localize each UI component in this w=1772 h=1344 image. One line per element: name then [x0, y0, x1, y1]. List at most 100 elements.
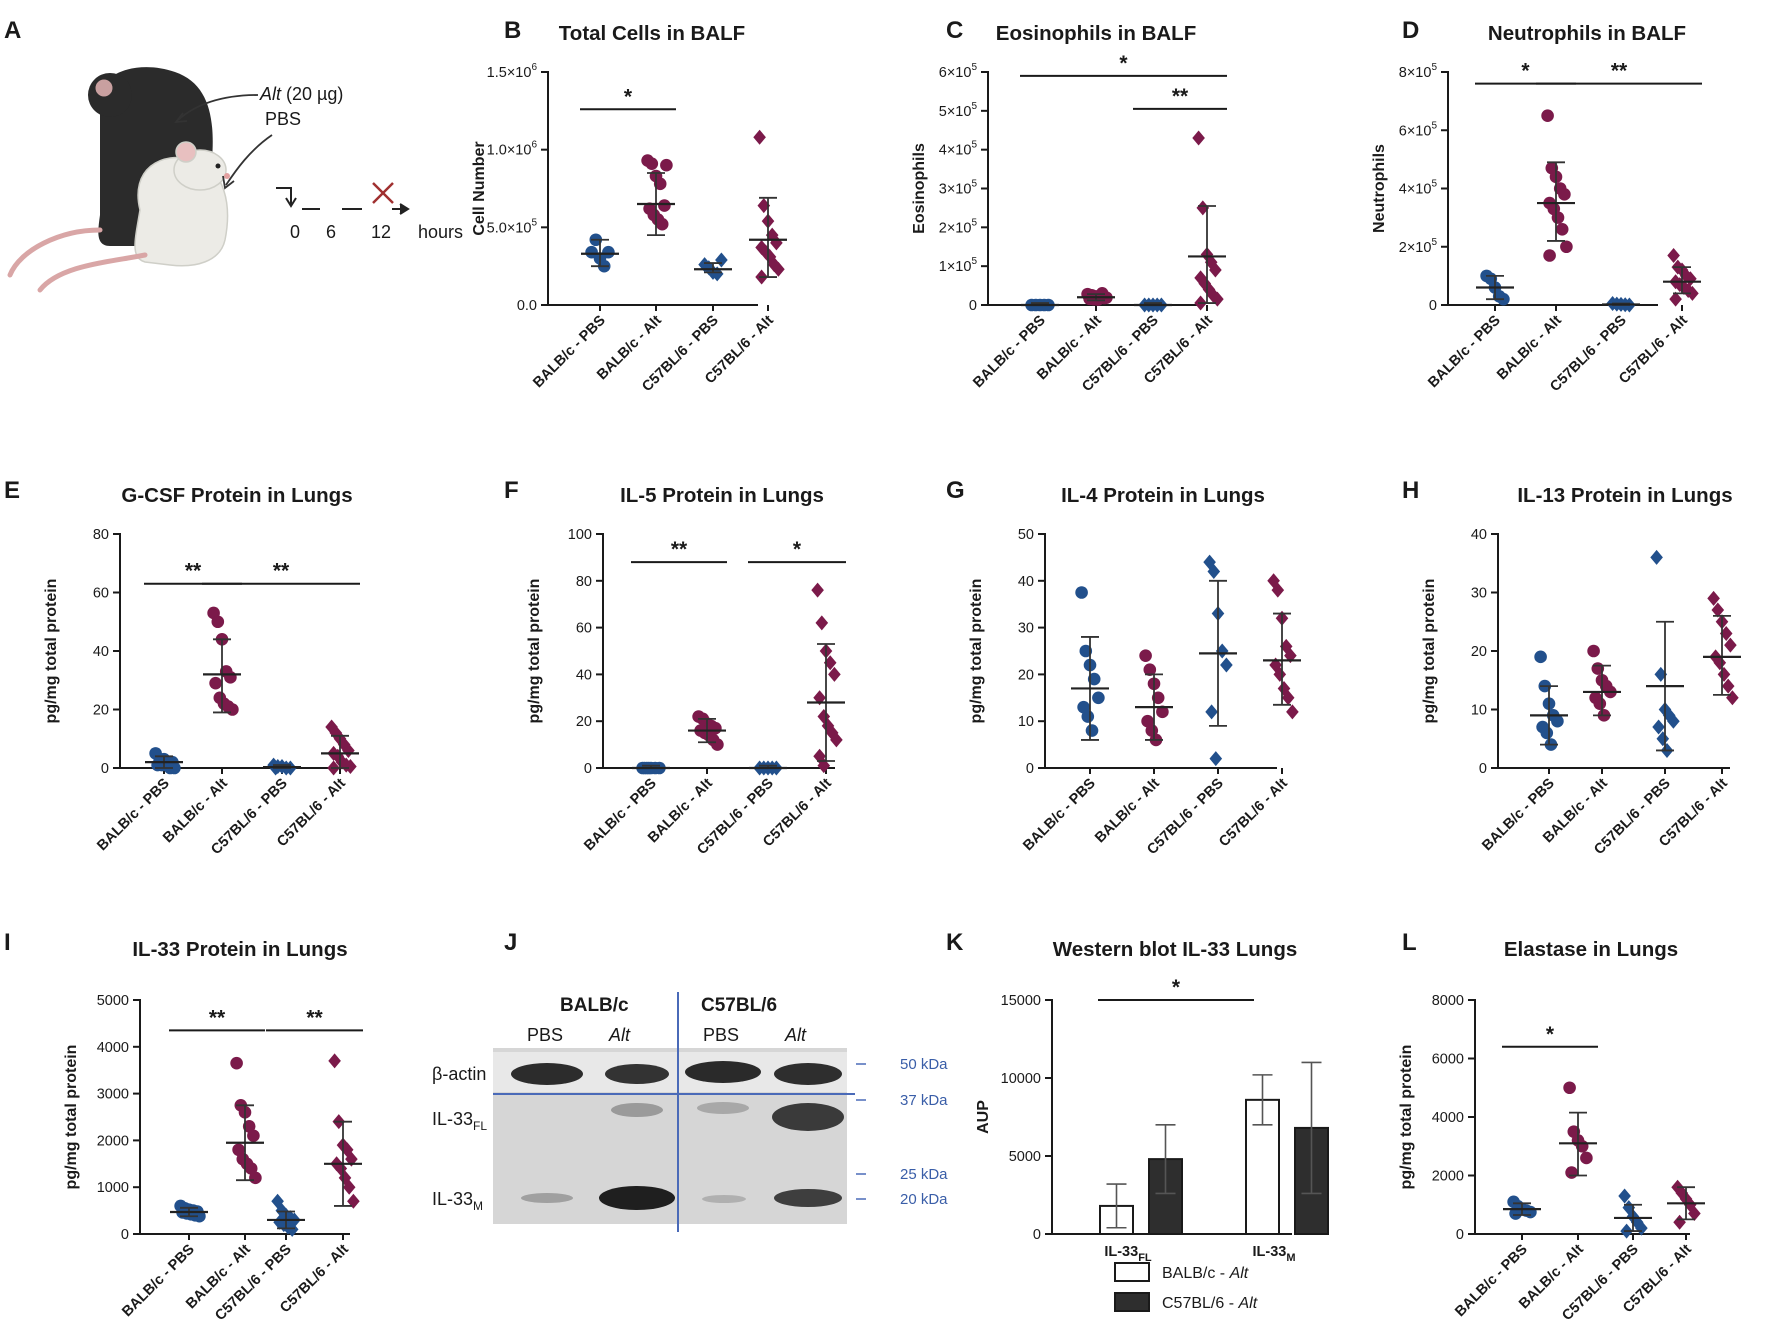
- data-point: [817, 758, 831, 774]
- data-point: [1075, 586, 1088, 599]
- y-axis-title: pg/mg total protein: [526, 579, 543, 724]
- y-tick-label: 60: [576, 621, 592, 637]
- data-point: [1271, 582, 1285, 598]
- data-point: [1721, 678, 1735, 694]
- band-il33m-1: [521, 1193, 573, 1203]
- y-tick-label: 6×105: [939, 62, 978, 81]
- data-point: [1092, 691, 1105, 705]
- panel-label-k: K: [946, 929, 964, 956]
- data-point: [230, 1056, 243, 1070]
- panel-g-chart: IL-4 Protein in Lungs 0 10 20 30 40 50 pg/mg to…: [968, 484, 1301, 858]
- data-point: [645, 157, 659, 170]
- y-tick-label: 40: [1018, 574, 1034, 590]
- data-point: [828, 666, 841, 682]
- y-tick-label: 4000: [97, 1040, 129, 1056]
- x-tick-label: BALB/c - Alt: [1494, 312, 1565, 383]
- data-point: [1540, 726, 1554, 740]
- data-point: [1151, 691, 1165, 705]
- chart-title: Neutrophils in BALF: [1488, 22, 1686, 45]
- data-point: [1724, 637, 1737, 653]
- timeline-0: 0: [290, 222, 300, 242]
- data-point: [1551, 714, 1564, 728]
- y-tick-label: 0: [1033, 1227, 1041, 1243]
- y-tick-label: 1.5×106: [487, 62, 538, 81]
- y-tick-label: 40: [93, 644, 109, 660]
- blot-lane-2: Alt: [608, 1025, 631, 1045]
- y-tick-label: 0: [969, 298, 977, 314]
- y-tick-label: 0: [1456, 1227, 1464, 1243]
- y-tick-label: 80: [576, 574, 592, 590]
- data-point: [1717, 666, 1731, 682]
- band-il33m-4: [774, 1189, 842, 1207]
- chart-title: IL-5 Protein in Lungs: [620, 484, 824, 507]
- data-point: [1560, 240, 1573, 254]
- y-tick-label: 2×105: [939, 217, 978, 236]
- blot-row-il33m: IL-33M: [432, 1189, 483, 1213]
- charts: Total Cells in BALF 0.0 5.0×105 1.0×106 1.5×…: [43, 22, 1741, 1324]
- data-point: [753, 129, 766, 145]
- data-point: [342, 1179, 356, 1195]
- blot-lane-4: Alt: [784, 1025, 807, 1045]
- chart-title: Elastase in Lungs: [1504, 938, 1678, 961]
- x-group-label: IL-33M: [1252, 1244, 1295, 1264]
- chart-title: Western blot IL-33 Lungs: [1053, 938, 1298, 961]
- y-tick-label: 30: [1471, 586, 1487, 602]
- data-point: [1650, 549, 1663, 565]
- data-point: [1713, 655, 1727, 671]
- y-tick-label: 5000: [1009, 1149, 1041, 1165]
- data-point: [1534, 650, 1547, 664]
- data-point: [1593, 697, 1607, 710]
- data-point: [344, 759, 357, 775]
- band-beta-actin-4: [774, 1063, 842, 1085]
- data-point: [1551, 211, 1565, 224]
- data-point: [1688, 1206, 1701, 1222]
- control-label: PBS: [265, 109, 301, 129]
- y-tick-label: 80: [93, 527, 109, 543]
- blot-strain-balbc: BALB/c: [560, 995, 629, 1016]
- data-point: [1565, 1166, 1578, 1179]
- data-point: [830, 732, 843, 748]
- data-point: [209, 676, 222, 690]
- y-tick-label: 8000: [1432, 993, 1464, 1009]
- band-beta-actin-1: [511, 1063, 583, 1085]
- chart-title: Total Cells in BALF: [559, 22, 745, 45]
- panel-f-chart: IL-5 Protein in Lungs 0 20 40 60 80 100 pg/mg t…: [526, 484, 846, 858]
- y-axis-title: pg/mg total protein: [1421, 579, 1438, 724]
- panel-h-chart: IL-13 Protein in Lungs 0 10 20 30 40 pg/mg tot…: [1421, 484, 1741, 858]
- x-tick-label: BALB/c - Alt: [1092, 775, 1163, 846]
- y-tick-label: 0: [1479, 761, 1487, 777]
- timeline-12: 12: [371, 222, 391, 242]
- data-point: [226, 703, 239, 716]
- significance-label: *: [1119, 52, 1128, 75]
- y-tick-label: 15000: [1001, 993, 1041, 1009]
- x-tick-label: BALB/c - PBS: [1452, 1241, 1531, 1320]
- data-point: [1281, 690, 1295, 706]
- panel-a-schematic: Alt (20 µg) PBS 0 6 12 hours: [7, 67, 463, 293]
- marker-20kda: 20 kDa: [900, 1191, 948, 1208]
- y-axis-title: pg/mg total protein: [1398, 1045, 1415, 1190]
- data-point: [1139, 649, 1152, 662]
- y-tick-label: 40: [576, 667, 592, 683]
- y-tick-label: 4000: [1432, 1110, 1464, 1126]
- panel-label-l: L: [1402, 929, 1417, 956]
- data-point: [1667, 247, 1680, 263]
- y-tick-label: 20: [1471, 644, 1487, 660]
- y-tick-label: 50: [1018, 527, 1034, 543]
- panel-label-c: C: [946, 17, 963, 44]
- data-point: [285, 1221, 299, 1237]
- panel-label-i: I: [4, 929, 11, 956]
- y-axis-title: pg/mg total protein: [968, 579, 985, 724]
- band-il33fl-2: [611, 1103, 663, 1117]
- significance-label: *: [624, 85, 633, 108]
- data-point: [1081, 710, 1095, 723]
- y-tick-label: 20: [93, 703, 109, 719]
- legend-label: C57BL/6 - Alt: [1162, 1295, 1258, 1312]
- y-tick-label: 0.0: [517, 298, 537, 314]
- data-point: [1286, 704, 1299, 720]
- data-point: [1087, 672, 1101, 686]
- significance-label: **: [306, 1006, 323, 1029]
- x-tick-label: C57BL/6 - Alt: [1216, 775, 1291, 850]
- panel-b-chart: Total Cells in BALF 0.0 5.0×105 1.0×106 1.5×…: [471, 22, 787, 395]
- data-point: [275, 1203, 289, 1219]
- legend-swatch: [1114, 1292, 1150, 1312]
